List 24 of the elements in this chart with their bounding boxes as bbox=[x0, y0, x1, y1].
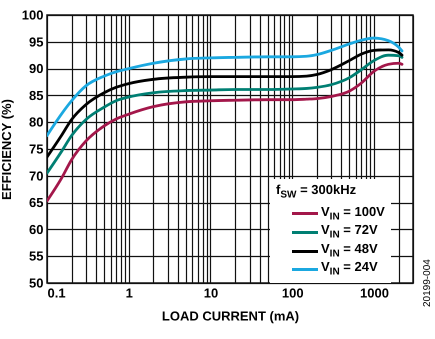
x-tick-label: 1 bbox=[126, 286, 133, 300]
x-tick-label: 1000 bbox=[360, 286, 389, 300]
x-tick-label: 10 bbox=[204, 286, 218, 300]
x-axis-title: LOAD CURRENT (mA) bbox=[162, 308, 300, 324]
x-tick-label: 100 bbox=[282, 286, 304, 300]
y-tick-label: 80 bbox=[29, 114, 44, 130]
legend-title: f$_{SW}$ = 300kHz bbox=[276, 182, 358, 202]
y-axis-title: EFFICIENCY (%) bbox=[0, 99, 14, 200]
legend-label: V$_{IN}$ = 24V bbox=[321, 259, 378, 279]
y-tick-label: 75 bbox=[29, 142, 44, 156]
y-tick-label: 60 bbox=[29, 222, 44, 237]
y-tick-label: 55 bbox=[29, 248, 44, 264]
y-tick-label: 100 bbox=[22, 8, 44, 22]
y-tick-label: 50 bbox=[29, 276, 44, 290]
legend-label: V$_{IN}$ = 48V bbox=[321, 240, 378, 260]
y-tick-label: 85 bbox=[29, 88, 44, 103]
x-tick-label: 0.1 bbox=[48, 286, 66, 300]
y-tick-label: 90 bbox=[29, 61, 44, 76]
y-tick-label: 70 bbox=[29, 168, 44, 184]
text: 20199-004 bbox=[422, 259, 433, 307]
y-tick-label: 65 bbox=[29, 195, 44, 210]
legend-label: V$_{IN}$ = 72V bbox=[321, 222, 378, 242]
y-tick-label: 95 bbox=[29, 34, 44, 50]
legend-label: V$_{IN}$ = 100V bbox=[321, 204, 385, 224]
